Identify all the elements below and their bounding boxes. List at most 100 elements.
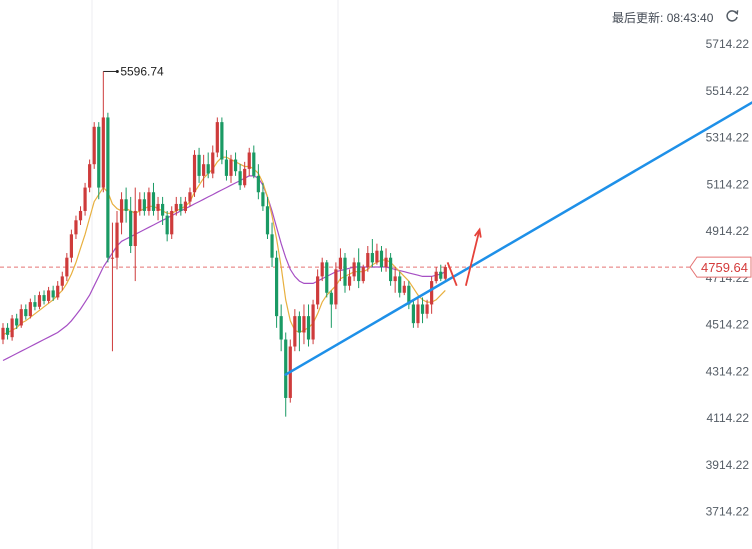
candle-body <box>142 199 146 211</box>
candle-body <box>88 164 92 188</box>
candle-body <box>270 234 274 258</box>
candle-body <box>320 262 324 277</box>
last-update-time: 08:43:40 <box>666 11 714 25</box>
candle-body <box>19 309 23 326</box>
candle-body <box>238 171 242 186</box>
candle-body <box>129 210 133 247</box>
candle-body <box>325 262 329 293</box>
candle-body <box>101 117 105 188</box>
candle-body <box>275 257 279 317</box>
candle-body <box>74 220 78 235</box>
y-tick-label: 3914.22 <box>706 458 750 472</box>
candle-body <box>306 316 311 340</box>
candle-body <box>384 257 388 268</box>
candle-body <box>252 152 256 176</box>
candle-body <box>97 126 101 188</box>
y-tick-label: 4114.22 <box>707 411 750 425</box>
candle-body <box>133 210 137 247</box>
candle-body <box>215 122 219 153</box>
candle-body <box>389 257 393 282</box>
candle-body <box>170 210 174 235</box>
candle-body <box>106 117 110 258</box>
candle-body <box>69 234 73 258</box>
candle-body <box>206 164 210 174</box>
candle-body <box>115 222 119 258</box>
candle-body <box>156 203 160 211</box>
candle-body <box>284 339 288 398</box>
high-annotation-label: 5596.74 <box>120 64 164 78</box>
candle-body <box>443 267 447 279</box>
last-update-label: 最后更新: <box>612 11 664 25</box>
candle-body <box>430 281 434 305</box>
candle-body <box>398 276 402 293</box>
candle-body <box>188 192 192 202</box>
trendline <box>284 101 752 376</box>
y-tick-label: 5314.22 <box>706 131 750 145</box>
candle-body <box>256 175 260 193</box>
candle-body <box>393 276 397 282</box>
candle-body <box>293 316 297 347</box>
candle-body <box>47 290 51 301</box>
candle-body <box>357 262 361 282</box>
candle-body <box>347 276 352 286</box>
candle-body <box>65 257 69 277</box>
candle-body <box>243 168 247 186</box>
price-tag: 4759.64 <box>701 260 748 275</box>
refresh-icon[interactable] <box>724 8 740 24</box>
candle-body <box>110 257 115 259</box>
candle-body <box>10 318 14 338</box>
candle-body <box>179 203 183 211</box>
y-tick-label: 5714.22 <box>706 37 750 51</box>
candle-body <box>119 199 124 223</box>
price-tag-box <box>689 256 752 278</box>
candle-body <box>420 304 425 314</box>
candle-body <box>425 304 429 314</box>
forecast-arrow-line <box>446 262 458 287</box>
candle-body <box>311 304 315 340</box>
candle-body <box>124 199 128 211</box>
candle-body <box>28 302 32 317</box>
candle-body <box>24 309 28 317</box>
forecast-arrow-line <box>464 229 481 286</box>
candle-body <box>434 271 438 282</box>
y-tick-label: 5114.22 <box>707 177 750 191</box>
candle-body <box>1 327 5 340</box>
candle-body <box>329 292 333 305</box>
candle-body <box>302 316 306 333</box>
candle-body <box>261 192 265 207</box>
candle-body <box>183 201 187 211</box>
candle-body <box>161 203 165 216</box>
candle-body <box>92 126 96 165</box>
candle-body <box>78 210 83 221</box>
candle-body <box>197 154 201 176</box>
candle-body <box>334 269 338 305</box>
candle-body <box>247 152 251 169</box>
candle-body <box>147 192 151 211</box>
y-tick-label: 4514.22 <box>706 318 750 332</box>
forecast-arrow-head <box>474 227 482 238</box>
candle-body <box>279 316 283 340</box>
candle-body <box>42 295 46 301</box>
candle-body <box>165 215 169 235</box>
candle-body <box>202 164 206 176</box>
candle-body <box>375 250 379 263</box>
candle-body <box>174 203 178 211</box>
ma-long-line <box>2 175 446 362</box>
candle-body <box>220 122 224 160</box>
candle-body <box>343 257 347 286</box>
candle-body <box>297 316 301 333</box>
candle-body <box>439 271 443 279</box>
y-tick-label: 4314.22 <box>706 364 750 378</box>
candle-body <box>83 187 87 211</box>
candle-body <box>411 304 415 324</box>
candle-body <box>15 318 19 326</box>
y-tick-label: 4914.22 <box>706 224 750 238</box>
y-tick-label: 3714.22 <box>706 505 750 519</box>
candle-body <box>366 253 370 268</box>
candle-body <box>60 276 64 286</box>
candle-body <box>265 206 270 235</box>
candle-body <box>352 262 356 277</box>
candle-body <box>233 159 238 172</box>
candle-body <box>224 159 229 176</box>
